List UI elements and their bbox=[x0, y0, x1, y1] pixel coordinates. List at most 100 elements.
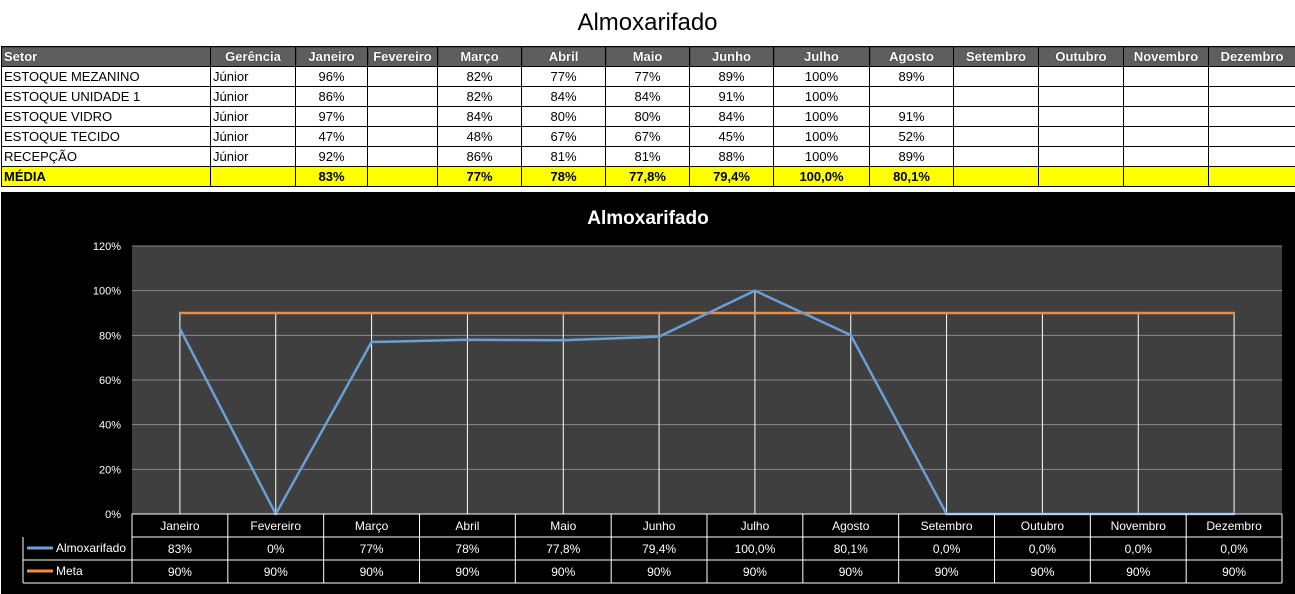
data-label: 77,8% bbox=[546, 542, 580, 556]
series-line-meta-point bbox=[370, 311, 373, 315]
table-cell bbox=[1123, 126, 1209, 147]
y-tick-label: 120% bbox=[93, 241, 121, 253]
data-label: 90% bbox=[647, 565, 671, 579]
y-tick-label: 60% bbox=[99, 375, 121, 387]
table-cell bbox=[1038, 106, 1124, 127]
column-header: Outubro bbox=[1038, 46, 1124, 67]
series-line-almoxarifado-point bbox=[370, 340, 373, 344]
table-cell: 100% bbox=[773, 126, 870, 147]
table-cell bbox=[1208, 106, 1295, 127]
x-tick-label: Setembro bbox=[921, 519, 973, 533]
column-header: Julho bbox=[773, 46, 870, 67]
data-label: 90% bbox=[264, 565, 288, 579]
table-cell: 52% bbox=[869, 126, 954, 147]
series-line-almoxarifado-point bbox=[466, 338, 469, 341]
column-header: Abril bbox=[521, 46, 606, 67]
table-cell: 89% bbox=[689, 66, 774, 87]
series-line-meta-point bbox=[1041, 311, 1044, 315]
table-cell: 83% bbox=[295, 166, 368, 187]
series-line-almoxarifado-point bbox=[657, 335, 661, 338]
series-line-meta-point bbox=[178, 311, 182, 315]
table-cell: ESTOQUE UNIDADE 1 bbox=[1, 86, 211, 107]
table-cell: 77% bbox=[437, 166, 522, 187]
table-cell bbox=[1208, 146, 1295, 167]
table-cell: Júnior bbox=[210, 86, 296, 107]
y-tick-label: 20% bbox=[99, 464, 121, 476]
table-cell bbox=[1208, 166, 1295, 187]
x-tick-label: Junho bbox=[643, 519, 676, 533]
table-cell: 84% bbox=[521, 86, 606, 107]
table-cell: 96% bbox=[295, 66, 368, 87]
data-label: 0,0% bbox=[1029, 542, 1057, 556]
series-line-almoxarifado-point bbox=[178, 327, 182, 330]
table-cell bbox=[869, 86, 954, 107]
table-cell bbox=[210, 166, 296, 187]
table-cell bbox=[1038, 66, 1124, 87]
data-label: 100,0% bbox=[735, 542, 776, 556]
data-label: 90% bbox=[743, 565, 767, 579]
table-cell: 80% bbox=[521, 106, 606, 127]
table-cell: Júnior bbox=[210, 106, 296, 127]
x-tick-label: Novembro bbox=[1111, 519, 1167, 533]
table-cell: 84% bbox=[437, 106, 522, 127]
table-cell: MÉDIA bbox=[1, 166, 211, 187]
table-cell: 82% bbox=[437, 86, 522, 107]
table-cell bbox=[1123, 66, 1209, 87]
table-cell: 78% bbox=[521, 166, 606, 187]
table-cell: 81% bbox=[605, 146, 690, 167]
series-line-meta-point bbox=[945, 311, 948, 315]
data-label: 78% bbox=[455, 542, 479, 556]
table-cell: 100% bbox=[773, 106, 870, 127]
column-header: Maio bbox=[605, 46, 690, 67]
y-tick-label: 100% bbox=[93, 286, 121, 298]
table-cell: 91% bbox=[689, 86, 774, 107]
table-cell: 89% bbox=[869, 146, 954, 167]
table-cell bbox=[1123, 86, 1209, 107]
table-cell: 84% bbox=[605, 86, 690, 107]
table-cell: 67% bbox=[605, 126, 690, 147]
table-cell: 89% bbox=[869, 66, 954, 87]
data-label: 0,0% bbox=[1220, 542, 1248, 556]
table-cell: 45% bbox=[689, 126, 774, 147]
column-header: Novembro bbox=[1123, 46, 1209, 67]
table-cell bbox=[1123, 166, 1209, 187]
x-tick-label: Maio bbox=[550, 519, 576, 533]
table-cell bbox=[953, 166, 1039, 187]
table-cell: 80% bbox=[605, 106, 690, 127]
table-row: ESTOQUE TECIDO Júnior 47% 48% 67% 67% 45% 100% 5… bbox=[1, 126, 1295, 147]
table-row: ESTOQUE UNIDADE 1 Júnior 86% 82% 84% 84% 91% 10… bbox=[1, 86, 1295, 107]
x-tick-label: Julho bbox=[741, 519, 770, 533]
table-cell: 88% bbox=[689, 146, 774, 167]
table-cell bbox=[367, 146, 438, 167]
table-cell: 100,0% bbox=[773, 166, 870, 187]
table-cell bbox=[1208, 86, 1295, 107]
data-label: 90% bbox=[168, 565, 192, 579]
legend-label: Meta bbox=[56, 564, 83, 578]
series-line-meta-point bbox=[1137, 311, 1140, 315]
table-cell: 100% bbox=[773, 86, 870, 107]
table-cell: ESTOQUE VIDRO bbox=[1, 106, 211, 127]
table-cell bbox=[367, 126, 438, 147]
average-row: MÉDIA 83% 77% 78% 77,8% 79,4% 100,0% 80,1% bbox=[1, 166, 1295, 187]
data-table: Setor Gerência Janeiro Fevereiro Março Abril M… bbox=[1, 46, 1295, 187]
y-tick-label: 80% bbox=[99, 330, 121, 342]
table-row: RECEPÇÃO Júnior 92% 86% 81% 81% 88% 100% 89% bbox=[1, 146, 1295, 167]
data-label: 83% bbox=[168, 542, 192, 556]
table-cell: Júnior bbox=[210, 126, 296, 147]
table-cell: 48% bbox=[437, 126, 522, 147]
table-cell: 47% bbox=[295, 126, 368, 147]
data-label: 0,0% bbox=[1125, 542, 1153, 556]
series-line-meta-point bbox=[466, 311, 469, 315]
table-cell: 97% bbox=[295, 106, 368, 127]
data-label: 90% bbox=[935, 565, 959, 579]
series-line-meta-point bbox=[274, 311, 277, 315]
column-header: Dezembro bbox=[1208, 46, 1295, 67]
y-tick-label: 40% bbox=[99, 420, 121, 432]
table-cell bbox=[1038, 166, 1124, 187]
x-tick-label: Outubro bbox=[1021, 519, 1065, 533]
column-header: Janeiro bbox=[295, 46, 368, 67]
table-cell: 82% bbox=[437, 66, 522, 87]
data-label: 77% bbox=[360, 542, 384, 556]
series-line-meta-point bbox=[849, 311, 852, 315]
table-cell: ESTOQUE TECIDO bbox=[1, 126, 211, 147]
